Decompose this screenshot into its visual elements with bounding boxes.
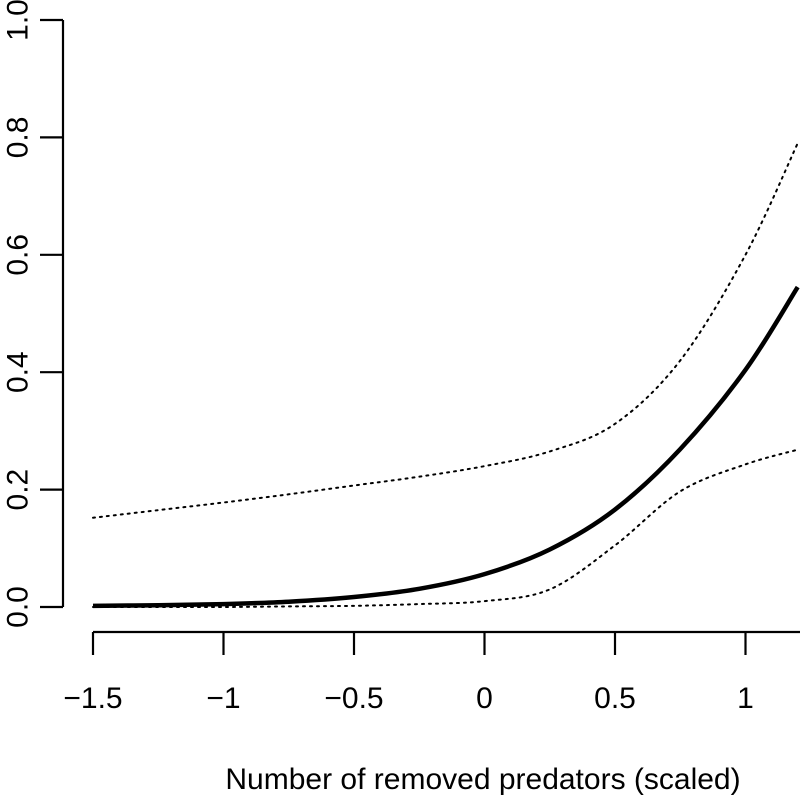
- x-tick-label: −0.5: [324, 682, 383, 715]
- x-tick-label: 0: [476, 682, 493, 715]
- y-tick-label: 0.4: [2, 351, 35, 393]
- series-line-lower: [92, 448, 799, 609]
- y-tick-label: 0.2: [2, 469, 35, 511]
- y-tick-label: 0.8: [2, 117, 35, 159]
- y-tick-label: 1.0: [2, 0, 35, 41]
- y-axis: 0.0 0.2 0.4 0.6 0.8 1.0: [2, 0, 65, 628]
- y-tick-label: 0.0: [2, 586, 35, 628]
- series-layer: [92, 142, 800, 609]
- x-tick-label: 0.5: [594, 682, 636, 715]
- x-tick-label: −1.5: [63, 682, 122, 715]
- y-tick-label: 0.6: [2, 234, 35, 276]
- x-tick-label: −1: [206, 682, 240, 715]
- series-line-fit: [92, 285, 800, 609]
- x-tick-label: 1: [737, 682, 754, 715]
- x-axis: −1.5 −1 −0.5 0 0.5 1: [63, 630, 800, 715]
- series-line-upper: [92, 142, 799, 519]
- x-axis-title: Number of removed predators (scaled): [225, 763, 740, 796]
